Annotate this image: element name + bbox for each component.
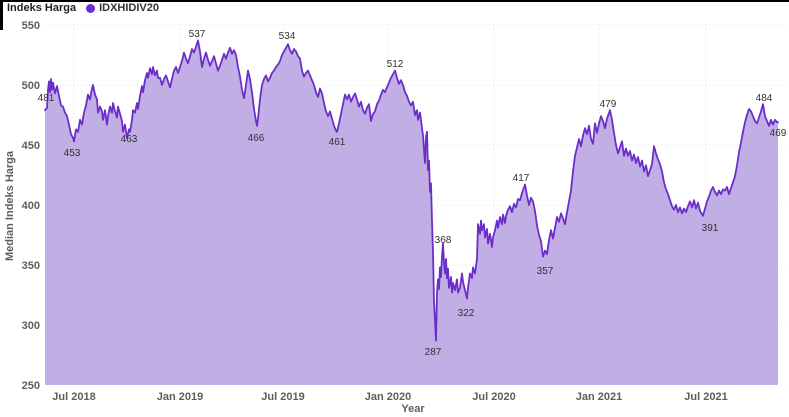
x-axis-title: Year	[401, 403, 425, 415]
svg-text:Jan 2021: Jan 2021	[576, 391, 622, 403]
svg-text:Jul 2018: Jul 2018	[52, 391, 95, 403]
svg-text:Jul 2021: Jul 2021	[684, 391, 727, 403]
svg-text:Jul 2019: Jul 2019	[261, 391, 304, 403]
svg-text:250: 250	[22, 380, 40, 392]
svg-text:534: 534	[279, 31, 296, 42]
svg-text:453: 453	[64, 148, 81, 159]
svg-text:Jan 2019: Jan 2019	[157, 391, 203, 403]
svg-text:300: 300	[22, 320, 40, 332]
y-axis-title: Median Indeks Harga	[4, 150, 16, 262]
svg-text:287: 287	[425, 347, 442, 358]
svg-text:469: 469	[770, 128, 787, 139]
svg-text:350: 350	[22, 260, 40, 272]
chart-legend: Indeks Harga IDXHIDIV20	[7, 2, 159, 15]
series-line[interactable]	[44, 39, 779, 342]
y-tick-labels: 550 500 450 400 350 300 250	[22, 20, 40, 392]
legend-title: Indeks Harga	[7, 2, 77, 14]
svg-text:357: 357	[537, 266, 554, 277]
series-marker-icon	[86, 4, 96, 13]
svg-text:484: 484	[756, 93, 773, 104]
svg-text:500: 500	[22, 80, 40, 92]
svg-text:479: 479	[600, 99, 617, 110]
svg-text:Jan 2020: Jan 2020	[365, 391, 411, 403]
svg-text:322: 322	[458, 308, 475, 319]
svg-text:368: 368	[435, 235, 452, 246]
svg-text:481: 481	[38, 93, 55, 104]
series-area[interactable]	[45, 40, 778, 385]
svg-text:Jul 2020: Jul 2020	[472, 391, 515, 403]
svg-text:537: 537	[189, 29, 206, 40]
data-labels: 481 453 463 537 466 534 461 512 368 287 322 417 357 4…	[38, 29, 787, 358]
x-tick-labels: Jul 2018 Jan 2019 Jul 2019 Jan 2020 Jul 2020…	[52, 391, 727, 403]
svg-text:466: 466	[248, 133, 265, 144]
svg-text:512: 512	[387, 59, 404, 70]
svg-text:391: 391	[702, 223, 719, 234]
window-border-top	[0, 0, 789, 2]
svg-text:450: 450	[22, 140, 40, 152]
svg-text:550: 550	[22, 20, 40, 32]
svg-text:463: 463	[121, 134, 138, 145]
svg-text:417: 417	[513, 173, 530, 184]
legend-series-label[interactable]: IDXHIDIV20	[99, 2, 160, 14]
svg-text:461: 461	[329, 137, 346, 148]
svg-text:400: 400	[22, 200, 40, 212]
window-border-left	[0, 0, 3, 30]
